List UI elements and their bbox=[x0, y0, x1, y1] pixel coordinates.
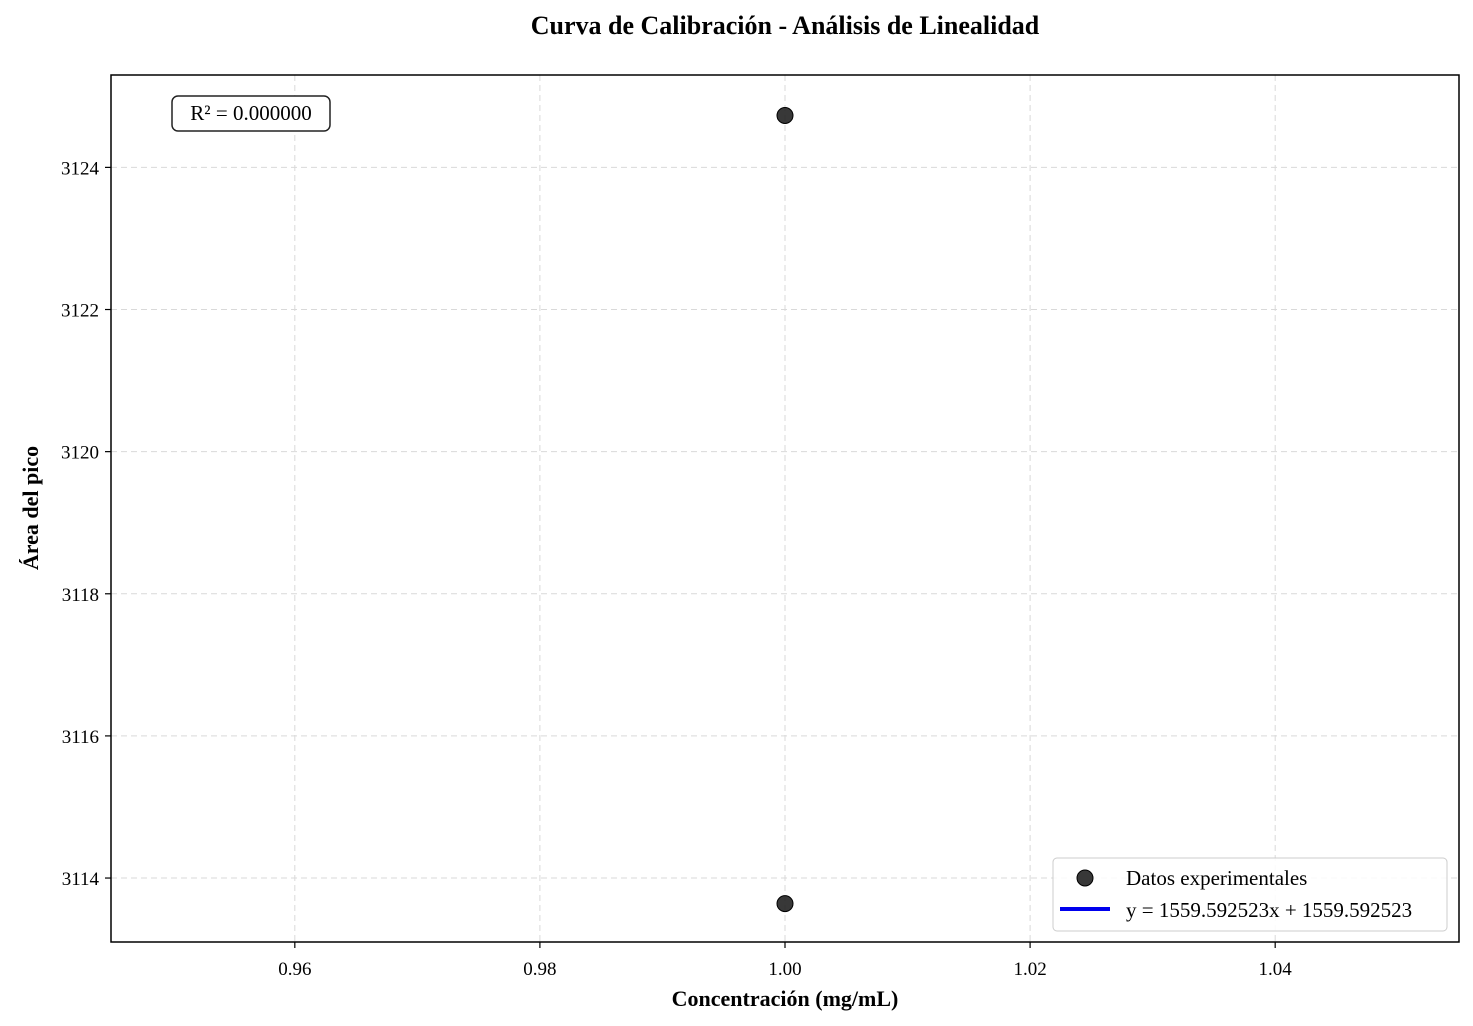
annotation-text: R² = 0.000000 bbox=[190, 101, 311, 125]
y-tick-label: 3114 bbox=[62, 869, 100, 890]
x-tick-label: 0.96 bbox=[278, 959, 311, 980]
chart-title: Curva de Calibración - Análisis de Linea… bbox=[531, 11, 1040, 40]
data-points bbox=[776, 107, 794, 913]
x-tick-label: 1.02 bbox=[1013, 959, 1046, 980]
legend-box bbox=[1052, 857, 1448, 932]
data-point bbox=[776, 895, 794, 913]
legend-label-line: y = 1559.592523x + 1559.592523 bbox=[1126, 898, 1412, 922]
legend-marker-scatter bbox=[1076, 869, 1094, 887]
y-tick-label: 3122 bbox=[61, 301, 99, 322]
x-tick-label: 0.98 bbox=[523, 959, 556, 980]
y-tick-label: 3124 bbox=[61, 158, 100, 179]
x-axis-label: Concentración (mg/mL) bbox=[672, 986, 899, 1011]
annotation-box bbox=[171, 95, 331, 132]
legend-label-scatter: Datos experimentales bbox=[1126, 866, 1307, 890]
legend: Datos experimentales y = 1559.592523x + … bbox=[1052, 857, 1448, 932]
y-tick-label: 3120 bbox=[61, 443, 99, 464]
y-tick-label: 3116 bbox=[62, 727, 99, 748]
y-tick-label: 3118 bbox=[62, 585, 99, 606]
y-axis-ticks: 3114 3116 3118 3120 3122 3124 bbox=[61, 158, 111, 890]
grid-lines bbox=[111, 75, 1459, 942]
x-axis-ticks: 0.96 0.98 1.00 1.02 1.04 bbox=[278, 942, 1292, 980]
r-squared-annotation: R² = 0.000000 bbox=[171, 95, 331, 132]
data-point bbox=[776, 107, 794, 125]
y-axis-label: Área del pico bbox=[18, 446, 43, 570]
x-tick-label: 1.04 bbox=[1259, 959, 1293, 980]
x-tick-label: 1.00 bbox=[768, 959, 801, 980]
